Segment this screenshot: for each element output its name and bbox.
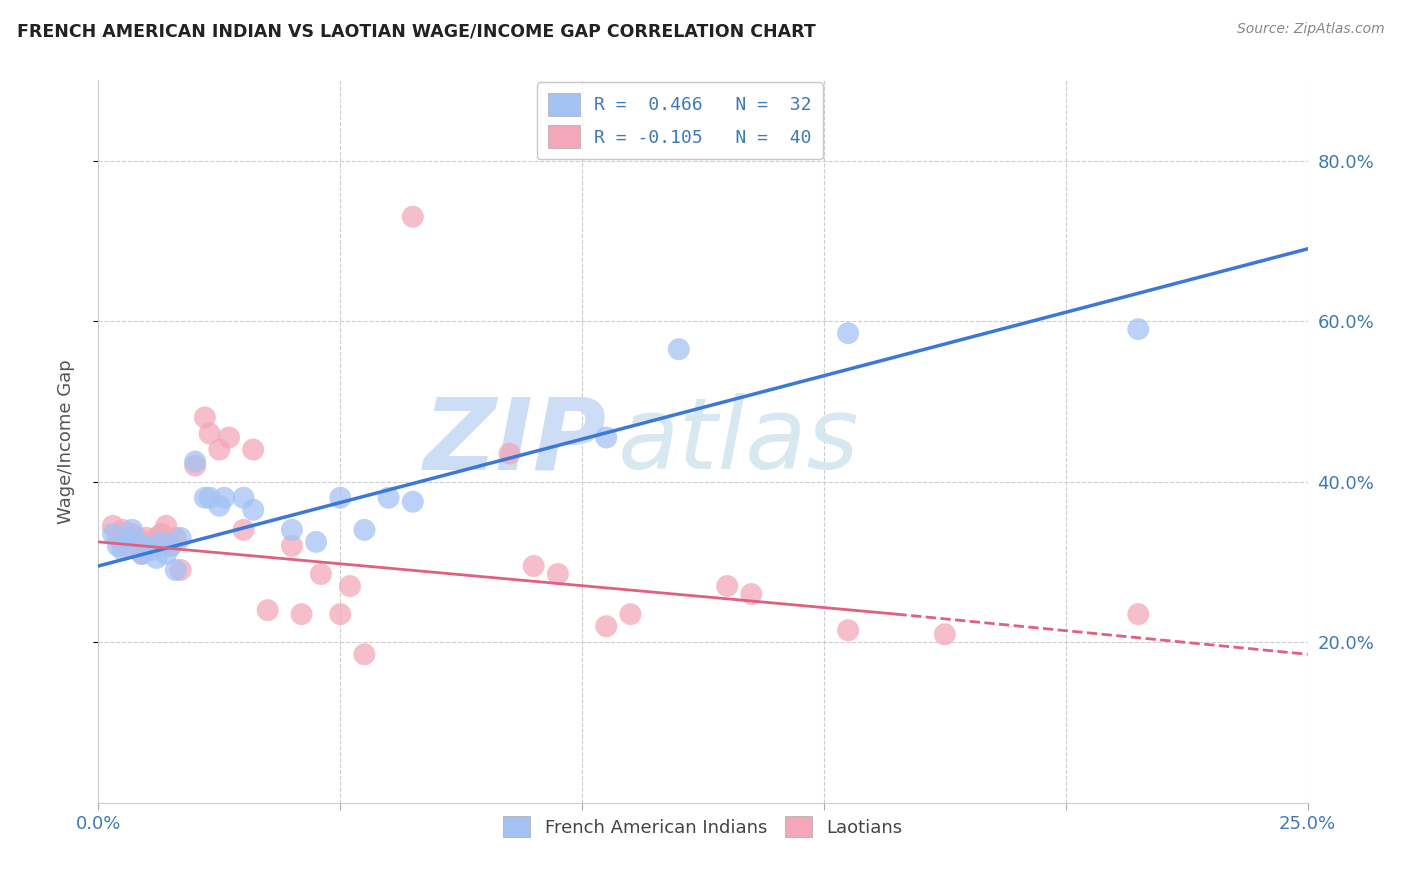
Point bbox=[160, 539, 183, 553]
Point bbox=[131, 547, 153, 561]
Point bbox=[198, 426, 221, 441]
Point bbox=[135, 539, 157, 553]
Point bbox=[305, 534, 328, 549]
Point bbox=[208, 442, 231, 457]
Point bbox=[107, 531, 129, 545]
Point bbox=[145, 550, 167, 566]
Text: ZIP: ZIP bbox=[423, 393, 606, 490]
Point bbox=[1128, 607, 1150, 621]
Point bbox=[242, 442, 264, 457]
Point bbox=[121, 523, 143, 537]
Point bbox=[111, 523, 134, 537]
Text: atlas: atlas bbox=[619, 393, 860, 490]
Legend: French American Indians, Laotians: French American Indians, Laotians bbox=[496, 809, 910, 845]
Point bbox=[329, 491, 352, 505]
Point bbox=[155, 518, 177, 533]
Point bbox=[256, 603, 278, 617]
Point bbox=[117, 531, 139, 545]
Point bbox=[150, 534, 173, 549]
Point bbox=[716, 579, 738, 593]
Point bbox=[619, 607, 641, 621]
Point bbox=[141, 542, 163, 557]
Point bbox=[547, 567, 569, 582]
Point bbox=[232, 491, 254, 505]
Point bbox=[1128, 322, 1150, 336]
Point bbox=[127, 534, 149, 549]
Point bbox=[837, 326, 859, 340]
Point bbox=[339, 579, 361, 593]
Point bbox=[402, 210, 425, 224]
Point bbox=[837, 623, 859, 637]
Text: Source: ZipAtlas.com: Source: ZipAtlas.com bbox=[1237, 22, 1385, 37]
Point bbox=[111, 542, 134, 557]
Point bbox=[194, 410, 217, 425]
Point bbox=[194, 491, 217, 505]
Point bbox=[523, 558, 546, 574]
Point bbox=[668, 342, 690, 356]
Point bbox=[184, 454, 207, 469]
Point bbox=[135, 531, 157, 545]
Y-axis label: Wage/Income Gap: Wage/Income Gap bbox=[56, 359, 75, 524]
Point bbox=[184, 458, 207, 473]
Point bbox=[212, 491, 235, 505]
Point bbox=[141, 534, 163, 549]
Point bbox=[155, 547, 177, 561]
Point bbox=[309, 567, 332, 582]
Point bbox=[169, 563, 191, 577]
Point bbox=[208, 499, 231, 513]
Point bbox=[740, 587, 762, 601]
Point bbox=[107, 539, 129, 553]
Point bbox=[117, 539, 139, 553]
Point bbox=[121, 526, 143, 541]
Point bbox=[377, 491, 399, 505]
Point bbox=[131, 547, 153, 561]
Point bbox=[165, 531, 187, 545]
Point bbox=[290, 607, 312, 621]
Point bbox=[329, 607, 352, 621]
Point bbox=[145, 531, 167, 545]
Point bbox=[232, 523, 254, 537]
Point bbox=[353, 648, 375, 662]
Point bbox=[165, 563, 187, 577]
Point bbox=[934, 627, 956, 641]
Point bbox=[498, 446, 520, 460]
Text: FRENCH AMERICAN INDIAN VS LAOTIAN WAGE/INCOME GAP CORRELATION CHART: FRENCH AMERICAN INDIAN VS LAOTIAN WAGE/I… bbox=[17, 22, 815, 40]
Point bbox=[101, 518, 124, 533]
Point bbox=[198, 491, 221, 505]
Point bbox=[242, 502, 264, 516]
Point bbox=[281, 539, 304, 553]
Point bbox=[595, 619, 617, 633]
Point bbox=[169, 531, 191, 545]
Point bbox=[402, 494, 425, 508]
Point bbox=[101, 526, 124, 541]
Point bbox=[150, 526, 173, 541]
Point bbox=[353, 523, 375, 537]
Point bbox=[127, 531, 149, 545]
Point bbox=[595, 430, 617, 444]
Point bbox=[160, 539, 183, 553]
Point bbox=[218, 430, 240, 444]
Point bbox=[281, 523, 304, 537]
